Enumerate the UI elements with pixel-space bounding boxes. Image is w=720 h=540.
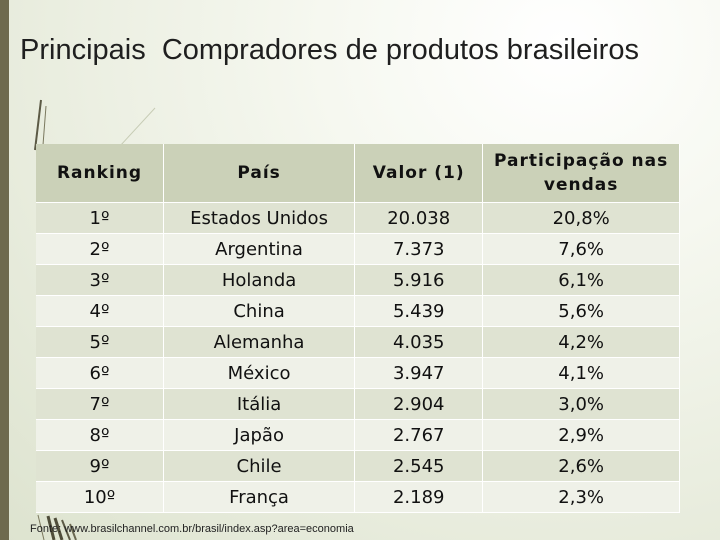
cell-rank: 9º (36, 451, 165, 482)
table-row: 5º Alemanha 4.035 4,2% (36, 327, 680, 358)
table-header-row: Ranking País Valor (1) Participação nas … (36, 144, 680, 203)
cell-share: 4,1% (483, 358, 680, 389)
cell-country: Chile (164, 451, 356, 482)
cell-value: 2.904 (355, 389, 484, 420)
table-row: 2º Argentina 7.373 7,6% (36, 234, 680, 265)
cell-value: 4.035 (355, 327, 484, 358)
cell-value: 7.373 (355, 234, 484, 265)
header-country: País (164, 144, 356, 203)
table-row: 7º Itália 2.904 3,0% (36, 389, 680, 420)
cell-rank: 4º (36, 296, 165, 327)
cell-country: Alemanha (164, 327, 356, 358)
table-row: 4º China 5.439 5,6% (36, 296, 680, 327)
header-share: Participação nas vendas (483, 144, 680, 203)
cell-country: Holanda (164, 265, 356, 296)
cell-country: França (164, 482, 356, 513)
cell-rank: 7º (36, 389, 165, 420)
cell-rank: 10º (36, 482, 165, 513)
cell-share: 5,6% (483, 296, 680, 327)
cell-value: 5.916 (355, 265, 484, 296)
source-footnote: Fonte: www.brasilchannel.com.br/brasil/i… (30, 523, 354, 535)
cell-share: 3,0% (483, 389, 680, 420)
cell-country: Estados Unidos (164, 203, 356, 234)
table-row: 3º Holanda 5.916 6,1% (36, 265, 680, 296)
table-row: 9º Chile 2.545 2,6% (36, 451, 680, 482)
header-ranking: Ranking (36, 144, 165, 203)
cell-share: 4,2% (483, 327, 680, 358)
cell-share: 6,1% (483, 265, 680, 296)
cell-share: 2,3% (483, 482, 680, 513)
cell-share: 7,6% (483, 234, 680, 265)
cell-country: China (164, 296, 356, 327)
cell-rank: 6º (36, 358, 165, 389)
cell-country: Argentina (164, 234, 356, 265)
cell-value: 3.947 (355, 358, 484, 389)
cell-rank: 5º (36, 327, 165, 358)
table-row: 8º Japão 2.767 2,9% (36, 420, 680, 451)
cell-rank: 2º (36, 234, 165, 265)
header-value: Valor (1) (355, 144, 484, 203)
cell-country: Japão (164, 420, 356, 451)
cell-value: 2.189 (355, 482, 484, 513)
table-row: 6º México 3.947 4,1% (36, 358, 680, 389)
cell-share: 2,9% (483, 420, 680, 451)
cell-value: 5.439 (355, 296, 484, 327)
cell-value: 20.038 (355, 203, 484, 234)
table-row: 1º Estados Unidos 20.038 20,8% (36, 203, 680, 234)
cell-value: 2.545 (355, 451, 484, 482)
cell-country: Itália (164, 389, 356, 420)
cell-share: 2,6% (483, 451, 680, 482)
left-accent-bar (0, 0, 9, 540)
cell-share: 20,8% (483, 203, 680, 234)
cell-rank: 1º (36, 203, 165, 234)
buyers-ranking-table: Ranking País Valor (1) Participação nas … (36, 144, 680, 513)
cell-country: México (164, 358, 356, 389)
cell-rank: 8º (36, 420, 165, 451)
cell-rank: 3º (36, 265, 165, 296)
page-title: Principais Compradores de produtos brasi… (20, 34, 639, 66)
table-row: 10º França 2.189 2,3% (36, 482, 680, 513)
cell-value: 2.767 (355, 420, 484, 451)
